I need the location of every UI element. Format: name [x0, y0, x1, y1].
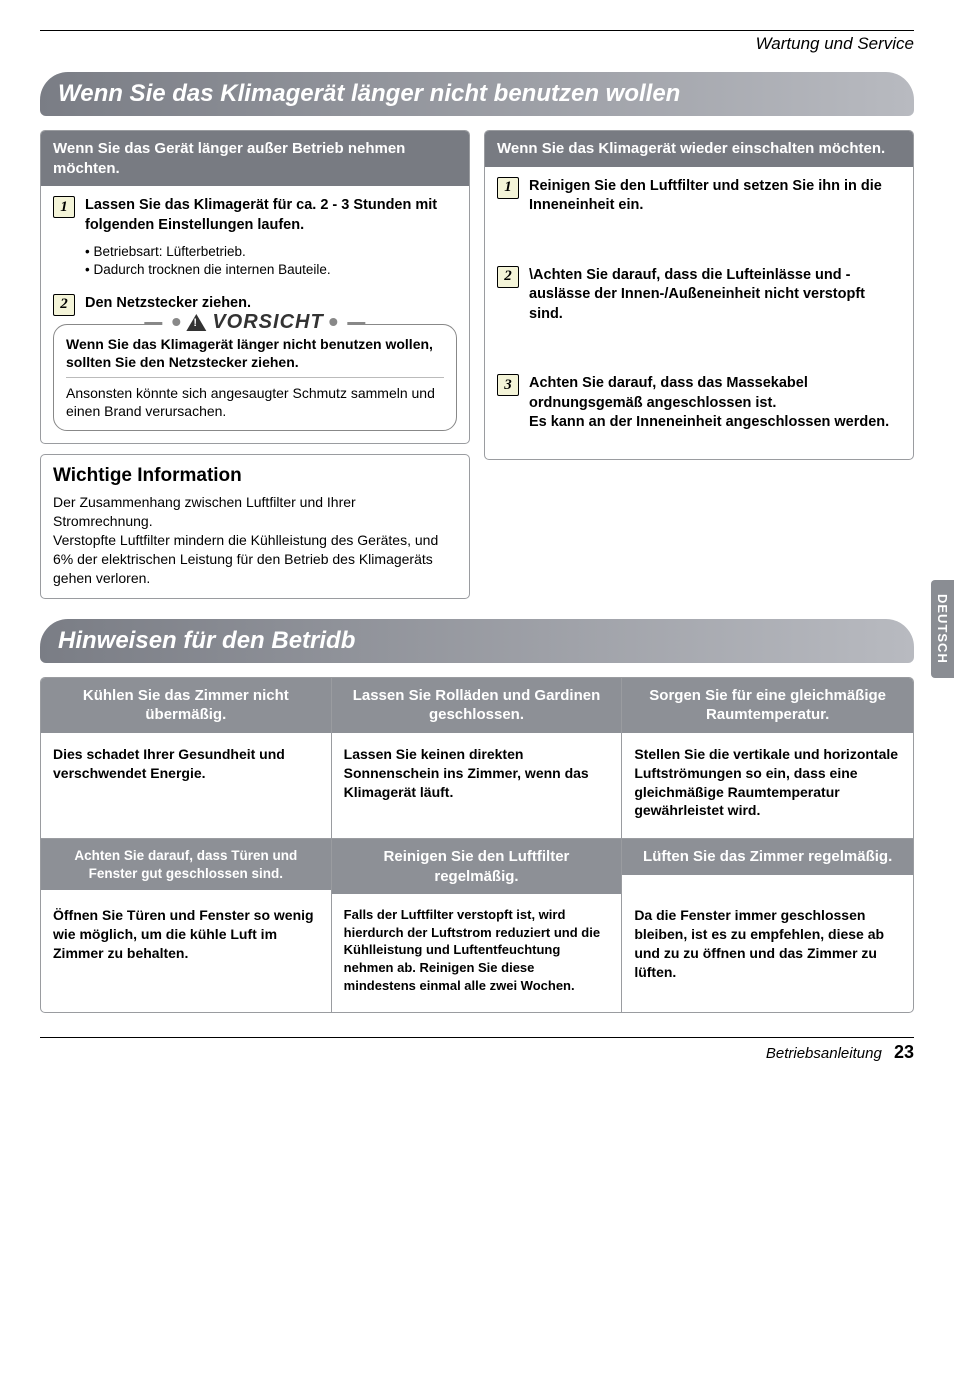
- footer: Betriebsanleitung 23: [40, 1037, 914, 1063]
- info-title: Wichtige Information: [53, 465, 457, 487]
- footer-text: Betriebsanleitung: [766, 1045, 882, 1062]
- bullet-1: • Betriebsart: Lüfterbetrieb.: [85, 243, 457, 261]
- caution-label: VORSICHT: [212, 311, 323, 334]
- step-num-1: 1: [53, 196, 75, 218]
- grid-r1-b1: Dies schadet Ihrer Gesundheit und versch…: [41, 733, 331, 801]
- grid-r2-b1: Öffnen Sie Türen und Fenster so wenig wi…: [41, 894, 331, 981]
- dot-right: [330, 318, 338, 326]
- language-tab: DEUTSCH: [931, 580, 954, 678]
- grid-r2-h2: Reinigen Sie den Luftfilter regelmäßig.: [332, 839, 622, 894]
- rstep-3-text: Achten Sie darauf, dass das Massekabel o…: [529, 375, 889, 430]
- right-panel-header: Wenn Sie das Klimagerät wieder einschalt…: [485, 131, 913, 167]
- grid-r2-b2: Falls der Luftfilter verstopft ist, wird…: [332, 894, 622, 1012]
- info-text: Der Zusammenhang zwischen Luftfilter und…: [53, 493, 457, 587]
- step-2-text: Den Netzstecker ziehen.: [85, 295, 251, 311]
- bullet-2: • Dadurch trocknen die internen Bauteile…: [85, 261, 457, 279]
- rstep-num-1: 1: [497, 177, 519, 199]
- caution-bold: Wenn Sie das Klimagerät länger nicht ben…: [66, 335, 444, 371]
- caution-norm: Ansonsten könnte sich angesaugter Schmut…: [66, 377, 444, 420]
- grid-r1-b2: Lassen Sie keinen direkten Sonnenschein …: [332, 733, 622, 820]
- rstep-num-3: 3: [497, 374, 519, 396]
- right-panel: Wenn Sie das Klimagerät wieder einschalt…: [484, 130, 914, 460]
- rstep-1-text: Reinigen Sie den Luftfilter und setzen S…: [529, 178, 882, 214]
- info-box: Wichtige Information Der Zusammenhang zw…: [40, 454, 470, 598]
- rstep-2-text: \Achten Sie darauf, dass die Lufteinläss…: [529, 267, 865, 322]
- caution-box: ! VORSICHT Wenn Sie das Klimagerät länge…: [53, 324, 457, 432]
- banner-2: Hinweisen für den Betridb: [40, 619, 914, 663]
- tips-table: Kühlen Sie das Zimmer nicht übermäßig. L…: [40, 677, 914, 1013]
- page-number: 23: [894, 1042, 914, 1062]
- step-1-text: Lassen Sie das Klimagerät für ca. 2 - 3 …: [85, 197, 437, 233]
- rstep-num-2: 2: [497, 266, 519, 288]
- warning-icon: !: [186, 314, 206, 331]
- grid-r2-h3: Lüften Sie das Zimmer regelmäßig.: [622, 839, 913, 875]
- step-num-2: 2: [53, 294, 75, 316]
- dot-left: [172, 318, 180, 326]
- grid-r1-h3: Sorgen Sie für eine gleichmäßige Raumtem…: [622, 678, 913, 733]
- left-panel: Wenn Sie das Gerät länger außer Betrieb …: [40, 130, 470, 444]
- grid-r1-b3: Stellen Sie die vertikale und horizontal…: [622, 733, 913, 839]
- grid-r1-h2: Lassen Sie Rolläden und Gardinen geschlo…: [332, 678, 622, 733]
- grid-r2-h1: Achten Sie darauf, dass Türen und Fenste…: [41, 839, 331, 890]
- grid-r1-h1: Kühlen Sie das Zimmer nicht übermäßig.: [41, 678, 331, 733]
- banner-1: Wenn Sie das Klimagerät länger nicht ben…: [40, 72, 914, 116]
- left-panel-header: Wenn Sie das Gerät länger außer Betrieb …: [41, 131, 469, 186]
- grid-r2-b3: Da die Fenster immer geschlossen bleiben…: [622, 894, 913, 1000]
- section-header: Wartung und Service: [40, 34, 914, 54]
